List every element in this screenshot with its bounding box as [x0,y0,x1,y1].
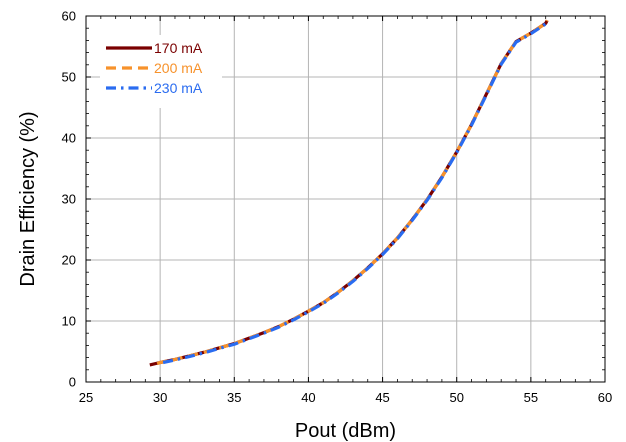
y-tick-label: 10 [62,314,76,329]
x-tick-label: 25 [79,390,93,405]
legend-label: 200 mA [154,60,203,76]
series-lines [149,19,549,367]
legend-label: 170 mA [154,40,203,56]
y-tick-label: 30 [62,192,76,207]
ticks: 25 30 35 40 45 50 55 60 0 10 20 30 40 50 60 [62,9,613,406]
x-tick-label: 45 [375,390,389,405]
y-tick-label: 0 [69,375,76,390]
x-tick-label: 55 [524,390,538,405]
y-tick-label: 50 [62,70,76,85]
x-tick-label: 30 [153,390,167,405]
legend: 170 mA 200 mA 230 mA [100,35,222,108]
series-line-230-ma [162,20,549,365]
y-tick-label: 60 [62,9,76,24]
y-tick-label: 20 [62,253,76,268]
y-axis-title: Drain Efficiency (%) [17,111,39,286]
x-tick-label: 40 [301,390,315,405]
x-tick-label: 50 [449,390,463,405]
x-tick-label: 35 [227,390,241,405]
x-axis-title: Pout (dBm) [295,420,396,442]
y-tick-label: 40 [62,131,76,146]
x-tick-label: 60 [598,390,612,405]
legend-label: 230 mA [154,80,203,96]
